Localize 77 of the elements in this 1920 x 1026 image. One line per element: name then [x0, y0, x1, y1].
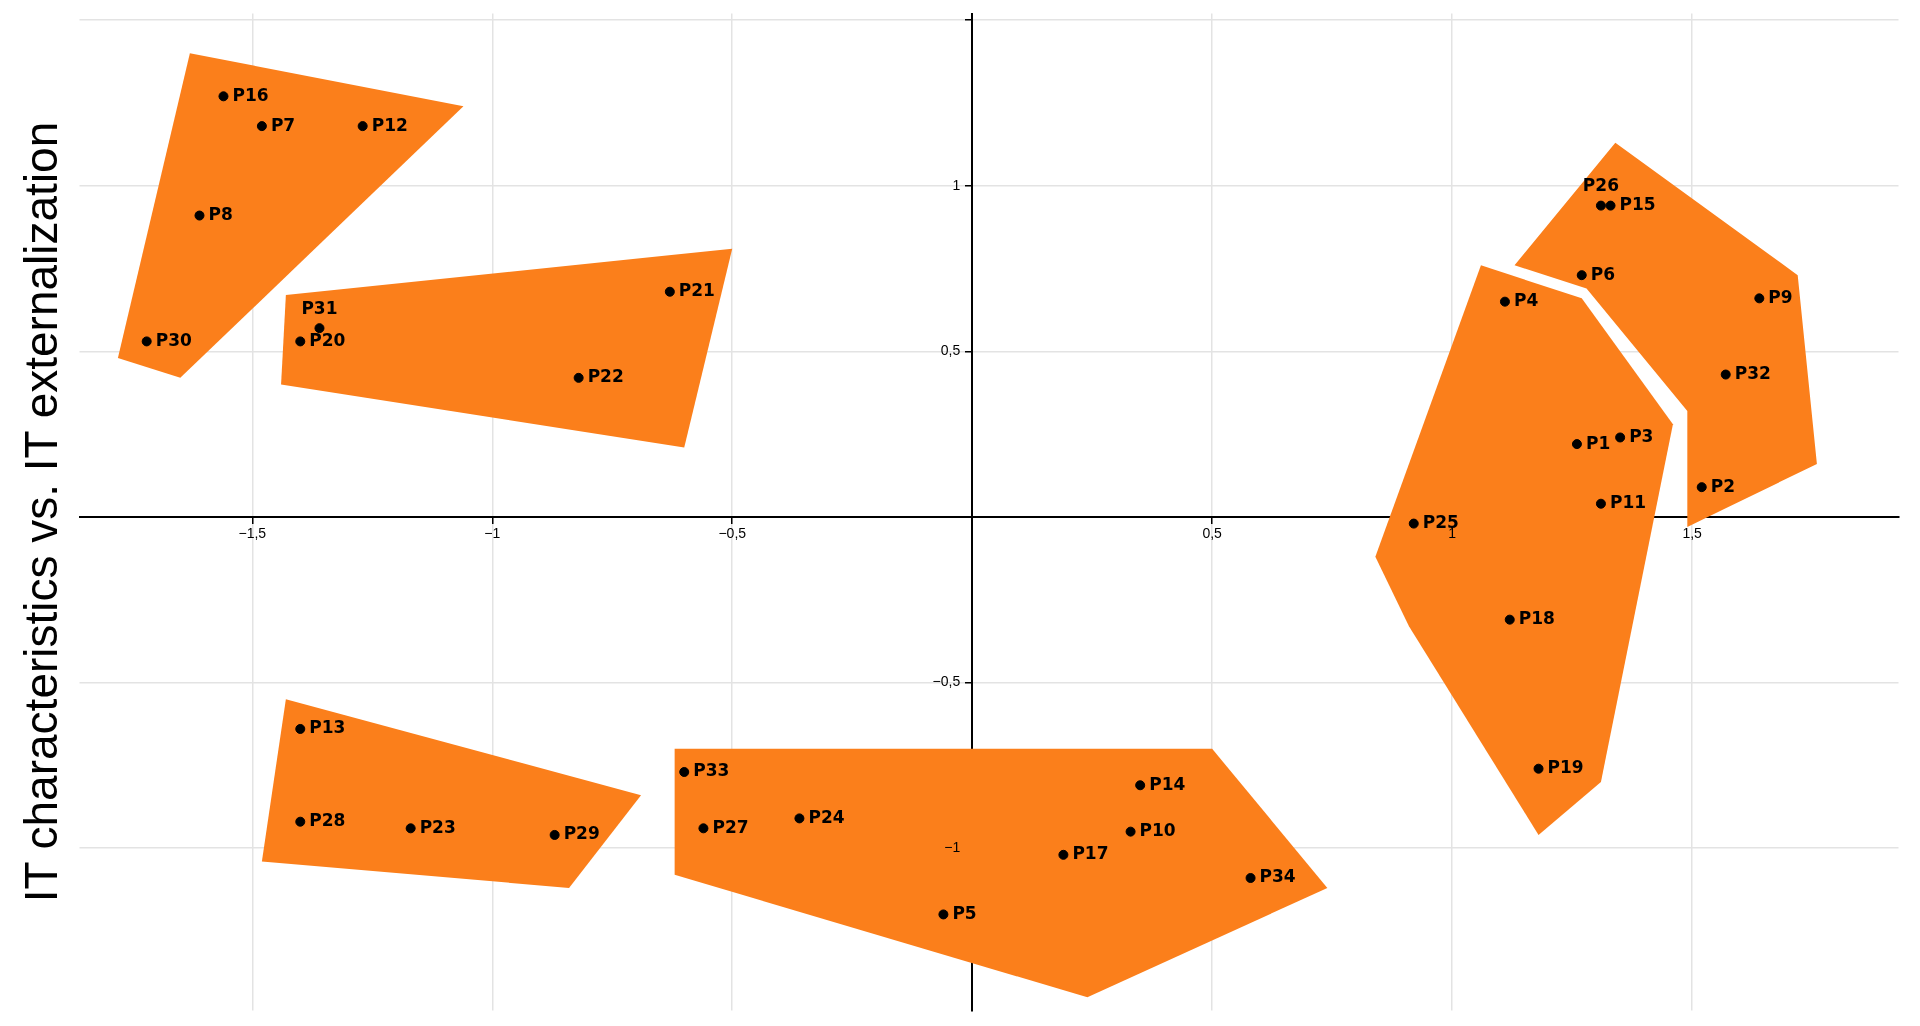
point — [1696, 482, 1707, 493]
annotation: P12 — [371, 114, 408, 135]
point — [295, 816, 306, 827]
annotation: P33 — [693, 760, 730, 781]
annotation: P32 — [1734, 362, 1771, 383]
point — [1720, 369, 1731, 380]
annotation: P3 — [1629, 425, 1654, 446]
annotation: P8 — [208, 203, 233, 224]
annotation: P21 — [678, 280, 715, 301]
annotation: P13 — [309, 717, 346, 738]
annotation: P4 — [1513, 290, 1539, 311]
point — [1058, 849, 1069, 860]
point — [314, 323, 325, 334]
point — [1571, 439, 1582, 450]
x-tick-label: −0,5 — [718, 524, 747, 541]
point — [1754, 293, 1765, 304]
y-tick-label: −0,5 — [932, 673, 961, 690]
annotation: P29 — [563, 823, 600, 844]
y-tick-label: 1 — [952, 176, 961, 193]
point — [1576, 270, 1587, 281]
point — [1125, 826, 1136, 837]
annotation: P31 — [301, 297, 338, 318]
point — [194, 210, 205, 221]
point — [256, 121, 267, 132]
point — [698, 823, 709, 834]
point — [1499, 296, 1510, 307]
point — [357, 121, 368, 132]
point — [664, 286, 675, 297]
point — [1615, 432, 1626, 443]
annotation: P6 — [1590, 263, 1616, 284]
annotation: P30 — [155, 329, 192, 350]
annotation: P10 — [1139, 820, 1176, 841]
annotation: P18 — [1518, 608, 1555, 629]
annotation: P9 — [1768, 286, 1793, 307]
y-tick-label: −1 — [944, 839, 961, 856]
annotation: P5 — [952, 902, 977, 923]
annotation: P27 — [712, 816, 749, 837]
x-tick-label: 1,5 — [1682, 524, 1703, 541]
annotation: P11 — [1609, 492, 1647, 513]
x-tick-label: 0,5 — [1202, 524, 1223, 541]
annotation: P2 — [1710, 475, 1736, 496]
point — [938, 909, 949, 920]
annotation: P19 — [1547, 757, 1584, 778]
point — [295, 723, 306, 734]
point — [1245, 873, 1256, 884]
annotation: P14 — [1149, 773, 1186, 794]
x-tick-label: −1,5 — [238, 524, 267, 541]
point — [141, 336, 152, 347]
annotation: P28 — [309, 810, 346, 831]
annotation: P23 — [419, 816, 456, 837]
annotation: P1 — [1585, 432, 1611, 453]
point — [218, 91, 229, 102]
point — [1595, 498, 1606, 509]
point — [1595, 200, 1606, 211]
point — [295, 336, 306, 347]
point — [573, 372, 584, 383]
point — [549, 829, 560, 840]
annotation: P24 — [808, 806, 845, 827]
point — [794, 813, 805, 824]
annotation: P7 — [270, 114, 296, 135]
y-tick-label: 0,5 — [940, 342, 961, 359]
point — [1504, 614, 1515, 625]
point — [679, 767, 690, 778]
annotation: P34 — [1259, 866, 1296, 887]
annotation: P20 — [309, 329, 346, 350]
annotation: P22 — [587, 366, 624, 387]
annotation: P15 — [1619, 194, 1656, 215]
point — [1408, 518, 1419, 529]
point — [1605, 200, 1616, 211]
point — [405, 823, 416, 834]
point — [1135, 780, 1146, 791]
annotation: P17 — [1072, 843, 1109, 864]
x-tick-label: −1 — [484, 524, 501, 541]
point — [1533, 763, 1544, 774]
annotation: P26 — [1582, 175, 1619, 196]
annotation: P16 — [232, 84, 269, 105]
y-axis-title: IT characteristics vs. IT externalization — [14, 121, 68, 903]
